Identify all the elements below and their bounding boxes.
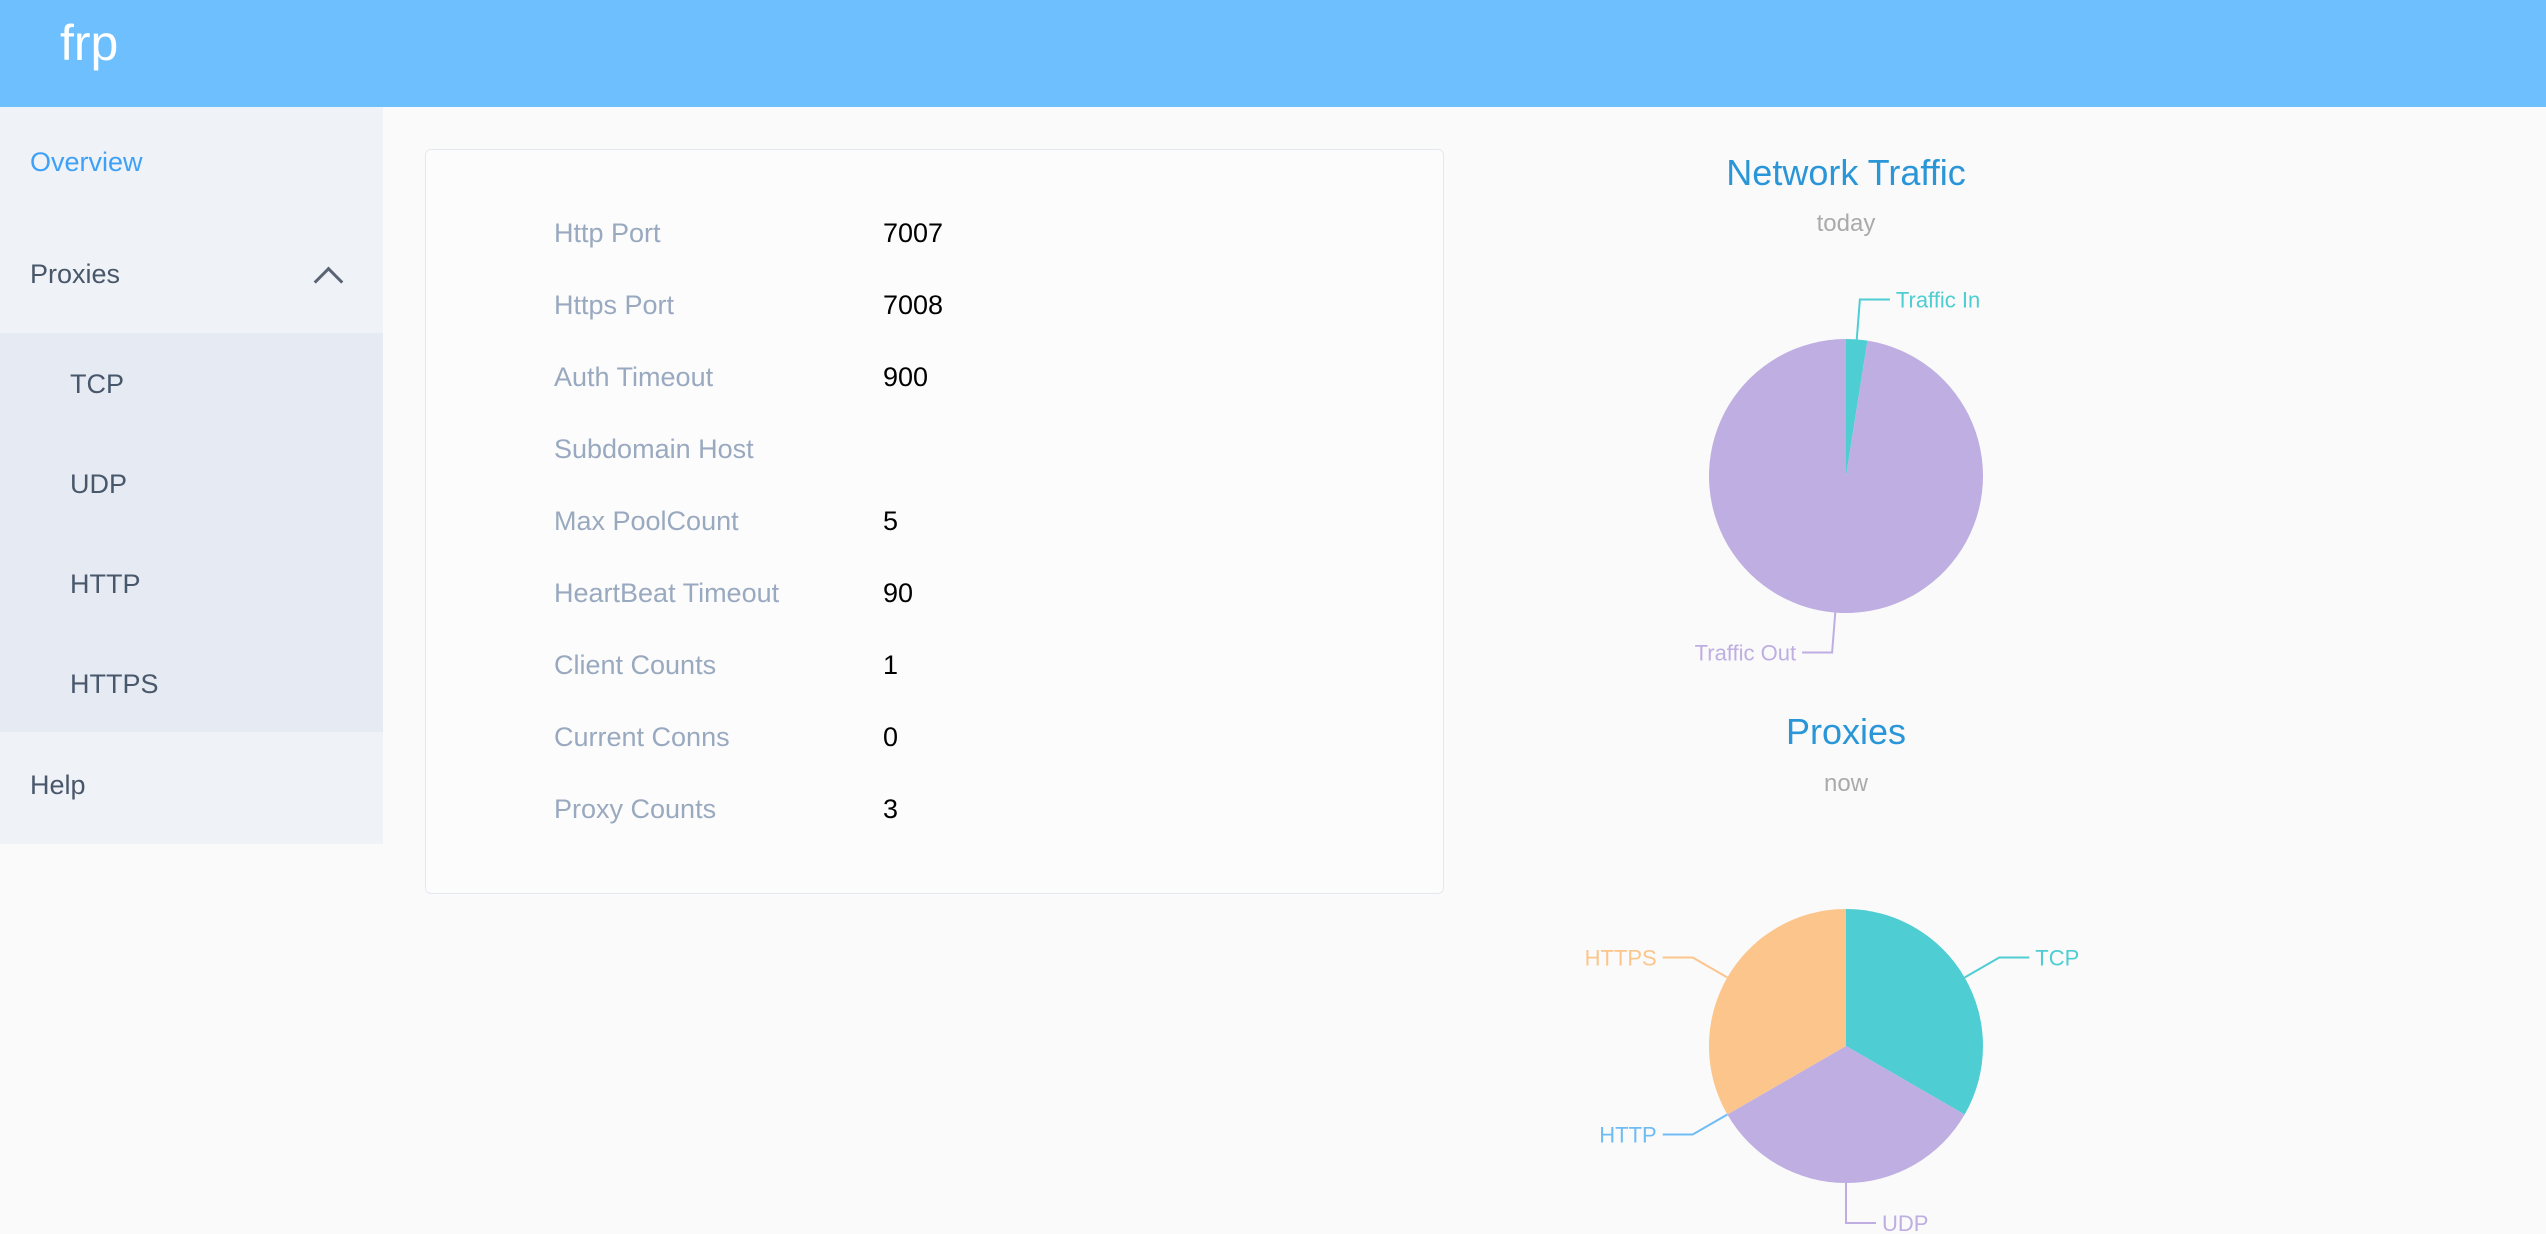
sidebar-item-http[interactable]: HTTP <box>0 569 383 609</box>
sidebar-item-https[interactable]: HTTPS <box>0 669 383 709</box>
sidebar-item-proxies[interactable]: Proxies <box>0 259 383 299</box>
pie-label: TCP <box>2035 946 2079 971</box>
info-label: Max PoolCount <box>554 506 739 536</box>
info-label: Proxy Counts <box>554 794 717 824</box>
info-value: 7008 <box>883 290 944 320</box>
info-label: Client Counts <box>554 650 717 680</box>
sidebar-item-tcp[interactable]: TCP <box>0 369 383 409</box>
info-value: 900 <box>883 362 929 392</box>
sidebar-item-overview[interactable]: Overview <box>0 147 383 187</box>
info-value: 1 <box>883 650 899 680</box>
sidebar-item-label: TCP <box>70 369 124 399</box>
label-leader-line <box>1802 612 1837 654</box>
sidebar-item-label: Help <box>30 770 86 800</box>
info-label: Current Conns <box>554 722 730 752</box>
label-leader-line <box>1855 298 1890 340</box>
sidebar-item-label: Proxies <box>30 259 121 289</box>
server-info-card: Http Port 7007 Https Port 7008 Auth Timeout 9… <box>425 149 1444 894</box>
label-leader-line <box>1662 1113 1728 1136</box>
pie-slice-https[interactable] <box>1708 909 1846 1115</box>
sidebar-item-help[interactable]: Help <box>0 770 383 810</box>
sidebar: Overview Proxies TCP UDP HTTP HTTPS Help <box>0 107 383 844</box>
sidebar-item-label: UDP <box>70 469 128 499</box>
info-label: Auth Timeout <box>554 362 714 392</box>
proxies-submenu: TCP UDP HTTP HTTPS <box>0 333 383 732</box>
pie-label: UDP <box>1882 1211 1928 1234</box>
sidebar-item-udp[interactable]: UDP <box>0 469 383 509</box>
pie-slice-traffic-out[interactable] <box>1708 339 1983 613</box>
pie-label: Traffic Out <box>1695 640 1796 665</box>
traffic-chart-subtitle: today <box>1816 210 1876 237</box>
proxies-chart-title: Proxies <box>1785 711 1907 752</box>
info-value: 7007 <box>883 218 944 248</box>
app-logo: frp <box>60 15 119 71</box>
label-leader-line <box>1662 956 1728 979</box>
proxies-chart-subtitle: now <box>1823 770 1869 797</box>
sidebar-item-label: HTTP <box>70 569 141 599</box>
pie-label: HTTPS <box>1585 946 1657 971</box>
info-value: 5 <box>883 506 899 536</box>
pie-slice-tcp[interactable] <box>1846 909 1984 1115</box>
sidebar-item-label: Overview <box>30 147 143 177</box>
info-label: Subdomain Host <box>554 434 754 464</box>
label-leader-line <box>1845 1183 1876 1224</box>
info-value: 0 <box>883 722 899 752</box>
pie-label: HTTP <box>1599 1123 1656 1148</box>
info-value: 3 <box>883 794 899 824</box>
info-value: 90 <box>883 578 914 608</box>
traffic-chart-title: Network Traffic <box>1726 152 1966 193</box>
label-leader-line <box>1964 956 2030 979</box>
info-label: HeartBeat Timeout <box>554 578 780 608</box>
info-label: Http Port <box>554 218 661 248</box>
pie-slice-traffic-in[interactable] <box>1846 339 1868 476</box>
top-header: frp <box>0 0 2546 107</box>
sidebar-item-label: HTTPS <box>70 669 159 699</box>
info-label: Https Port <box>554 290 675 320</box>
pie-label: Traffic In <box>1896 288 1980 313</box>
